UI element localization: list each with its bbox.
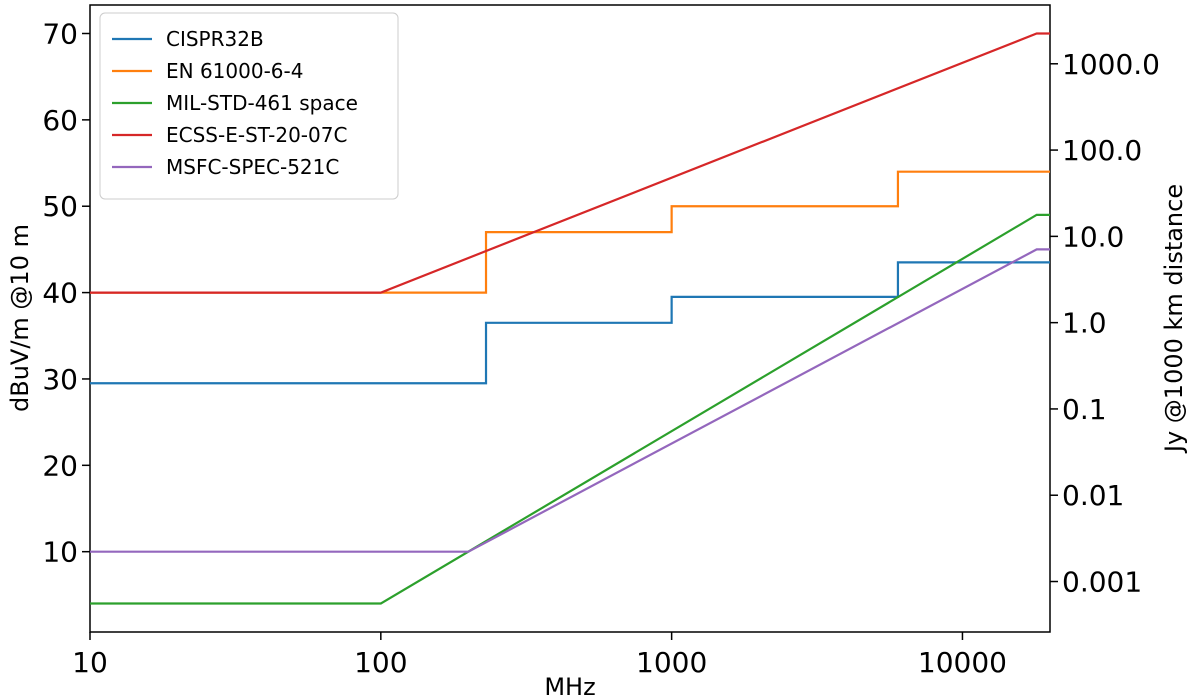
legend-label: CISPR32B [166,27,264,51]
y2-tick-label: 0.001 [1062,566,1142,599]
series-line [90,248,1050,553]
legend-label: MIL-STD-461 space [166,91,358,115]
y-tick-label: 10 [42,536,78,569]
y-tick-label: 50 [42,190,78,223]
plot-frame [89,4,1051,633]
legend-label: ECSS-E-ST-20-07C [166,123,347,147]
x-tick-label: 1000 [636,646,707,679]
y-tick-label: 70 [42,18,78,51]
y-tick-label: 60 [42,104,78,137]
legend-label: EN 61000-6-4 [166,59,303,83]
y-tick-label: 30 [42,363,78,396]
y-tick-label: 20 [42,449,78,482]
x-axis-label: MHz [544,673,595,699]
series-line [90,170,1050,294]
x-tick-label: 10 [72,646,108,679]
y2-tick-label: 0.01 [1062,479,1124,512]
legend-box [99,12,399,200]
series-line [90,32,1050,294]
series-line [90,213,1050,605]
y2-tick-label: 100.0 [1062,134,1142,167]
y-axis-label: dBuV/m @10 m [6,224,34,412]
y2-tick-label: 1000.0 [1062,48,1160,81]
series-line [90,261,1050,385]
y2-tick-label: 0.1 [1062,393,1107,426]
x-tick-label: 100 [354,646,407,679]
y2-tick-label: 10.0 [1062,220,1124,253]
x-tick-label: 10000 [918,646,1007,679]
y-tick-label: 40 [42,277,78,310]
legend-label: MSFC-SPEC-521C [166,155,339,179]
y2-axis-label: Jy @1000 km distance [1160,184,1188,454]
y2-tick-label: 1.0 [1062,307,1107,340]
